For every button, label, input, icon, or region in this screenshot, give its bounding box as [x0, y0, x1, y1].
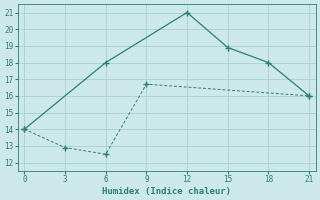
X-axis label: Humidex (Indice chaleur): Humidex (Indice chaleur) — [102, 187, 231, 196]
